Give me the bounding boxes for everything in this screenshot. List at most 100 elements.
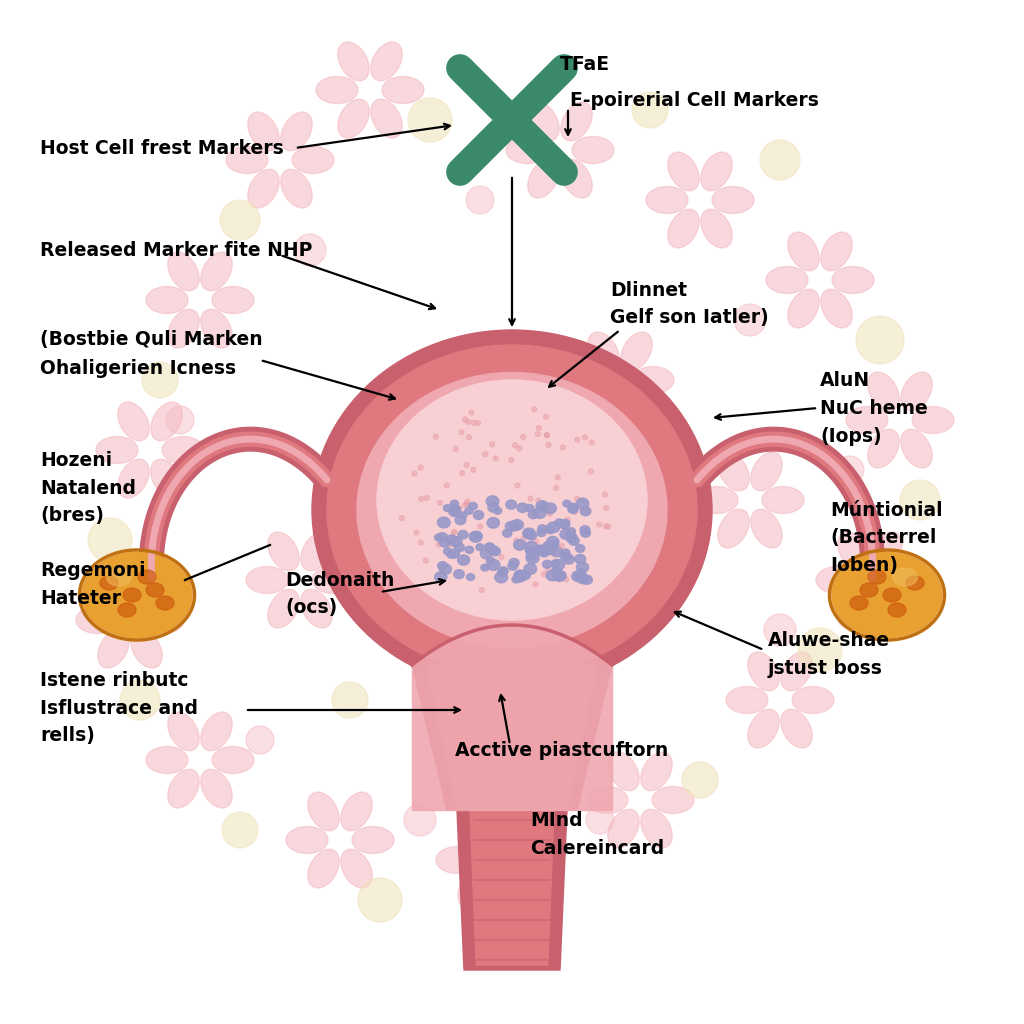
Ellipse shape [418,489,450,528]
Ellipse shape [810,269,830,291]
Ellipse shape [712,186,754,213]
Ellipse shape [870,532,902,570]
Ellipse shape [575,545,585,552]
Ellipse shape [434,534,442,541]
Ellipse shape [142,362,178,398]
Text: Hateter: Hateter [40,589,121,607]
Ellipse shape [566,367,608,393]
Ellipse shape [540,549,549,557]
Ellipse shape [608,752,639,791]
Ellipse shape [546,526,554,534]
Ellipse shape [268,589,299,628]
Ellipse shape [494,507,502,514]
Ellipse shape [524,563,537,574]
Ellipse shape [538,524,547,532]
Ellipse shape [220,200,260,240]
Ellipse shape [546,567,551,572]
Ellipse shape [564,525,569,530]
Ellipse shape [424,496,429,501]
Ellipse shape [751,509,782,548]
Ellipse shape [470,532,478,540]
Ellipse shape [312,566,354,594]
Ellipse shape [718,452,750,490]
Ellipse shape [505,521,516,531]
Ellipse shape [469,531,482,543]
Ellipse shape [436,847,478,873]
Ellipse shape [463,417,468,422]
Ellipse shape [565,517,570,522]
Ellipse shape [451,432,482,471]
Ellipse shape [452,529,457,535]
Ellipse shape [439,564,452,574]
Ellipse shape [433,434,438,439]
Ellipse shape [567,505,579,513]
Ellipse shape [568,537,580,546]
Ellipse shape [458,530,468,539]
Ellipse shape [549,541,559,549]
Ellipse shape [521,434,525,439]
Ellipse shape [294,234,326,266]
Ellipse shape [514,540,526,550]
Ellipse shape [602,492,607,497]
Ellipse shape [97,629,129,668]
Polygon shape [427,665,597,810]
Polygon shape [457,810,567,970]
Ellipse shape [246,726,274,754]
Ellipse shape [455,515,466,524]
Ellipse shape [201,309,232,348]
Ellipse shape [509,521,520,530]
Ellipse shape [460,471,465,476]
Ellipse shape [555,571,566,581]
Ellipse shape [522,528,536,539]
Ellipse shape [780,652,812,691]
Ellipse shape [859,569,881,591]
Ellipse shape [476,544,484,551]
Ellipse shape [537,529,546,537]
Ellipse shape [489,442,495,446]
Ellipse shape [88,518,132,562]
Ellipse shape [550,139,570,161]
Ellipse shape [452,509,461,516]
Text: Ioben): Ioben) [830,556,898,575]
Ellipse shape [201,252,232,291]
Ellipse shape [498,568,508,577]
Ellipse shape [524,529,534,538]
Ellipse shape [467,573,474,581]
Ellipse shape [482,452,487,457]
Text: E-poirerial Cell Markers: E-poirerial Cell Markers [570,90,819,110]
Ellipse shape [552,559,564,570]
Ellipse shape [458,812,489,851]
Ellipse shape [396,467,438,494]
Ellipse shape [450,505,461,514]
Ellipse shape [382,77,424,103]
Ellipse shape [418,465,423,470]
Ellipse shape [281,169,312,208]
Ellipse shape [437,532,447,542]
Text: Istene rinbutc: Istene rinbutc [40,671,188,689]
Ellipse shape [901,372,932,411]
Ellipse shape [900,480,940,520]
Ellipse shape [479,850,501,870]
Ellipse shape [248,112,280,151]
Ellipse shape [527,102,559,141]
Ellipse shape [464,463,469,468]
Ellipse shape [459,512,467,519]
Ellipse shape [577,498,589,509]
Ellipse shape [553,570,565,582]
Ellipse shape [534,508,546,518]
Ellipse shape [534,539,539,544]
Ellipse shape [248,169,280,208]
Ellipse shape [478,524,482,529]
Ellipse shape [846,407,888,433]
Ellipse shape [506,136,548,164]
Ellipse shape [860,583,878,597]
Ellipse shape [138,570,156,584]
Ellipse shape [412,471,417,476]
Ellipse shape [439,538,451,547]
Ellipse shape [515,573,525,582]
Ellipse shape [528,510,538,519]
Ellipse shape [521,652,552,691]
Ellipse shape [577,568,586,577]
Ellipse shape [630,790,650,811]
Ellipse shape [312,330,712,690]
